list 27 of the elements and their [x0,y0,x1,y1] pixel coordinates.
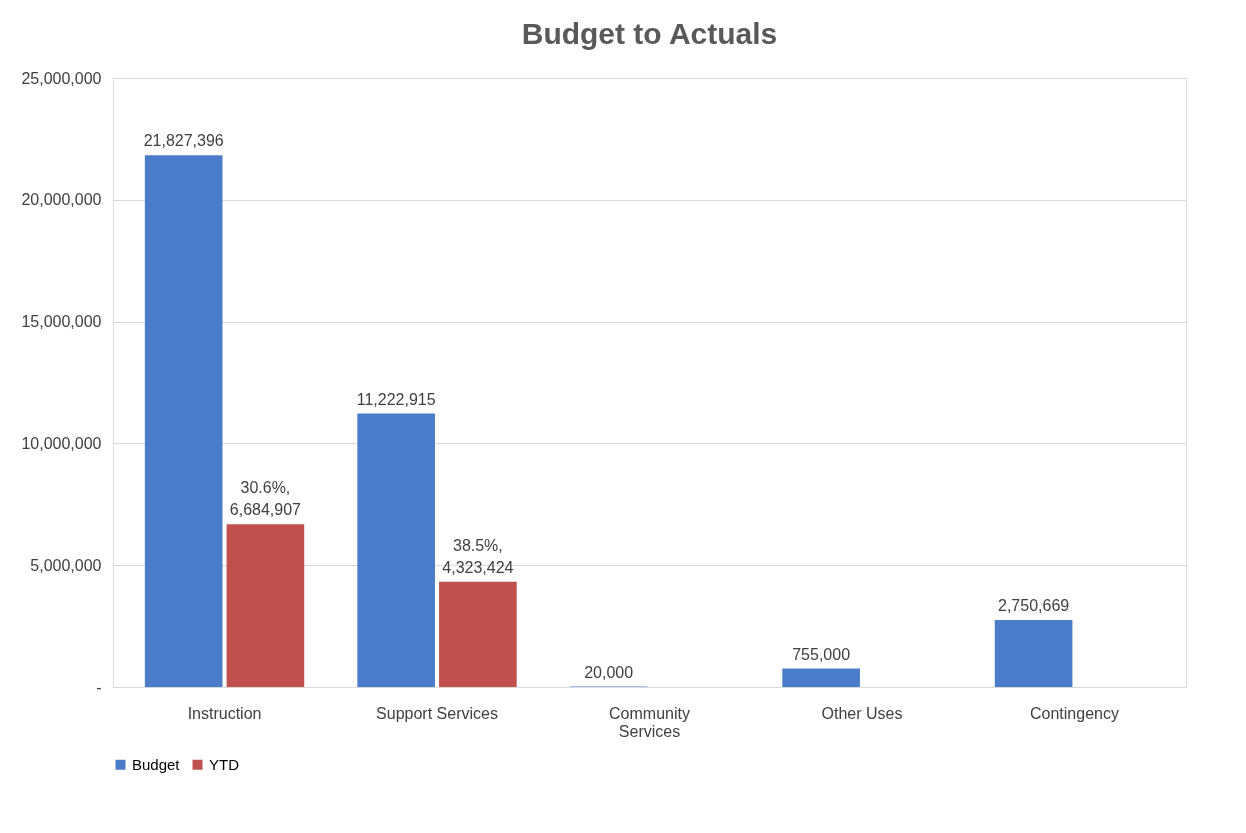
bar [226,524,305,687]
y-tick-label: 15,000,000 [21,313,102,331]
chart-title: Budget to Actuals [521,17,778,50]
legend-label: YTD [209,755,240,773]
data-label: 38.5%, 4,323,424 [442,536,514,576]
x-tick-label: Community Services [609,704,690,740]
y-tick-label: 10,000,000 [21,434,102,452]
bar [439,581,517,687]
y-tick-label: 5,000,000 [30,556,102,574]
bar [782,668,860,687]
data-label: 21,827,396 [143,132,224,150]
data-label: 11,222,915 [356,390,436,408]
data-label: 30.6%, 6,684,907 [229,479,302,519]
x-tick-label: Contingency [1029,704,1119,722]
data-label: 2,750,669 [998,596,1070,614]
y-tick-label: 25,000,000 [21,69,102,87]
bar [357,413,435,687]
data-label: 755,000 [792,645,851,663]
bar [144,155,223,687]
bar [994,619,1073,687]
x-tick-label: Instruction [187,704,262,722]
data-label: 20,000 [584,663,634,681]
x-tick-label: Support Services [376,704,498,722]
y-tick-label: 20,000,000 [21,191,102,209]
legend-label: Budget [132,755,181,773]
y-tick-label: - [96,678,102,696]
x-tick-label: Other Uses [821,704,903,722]
